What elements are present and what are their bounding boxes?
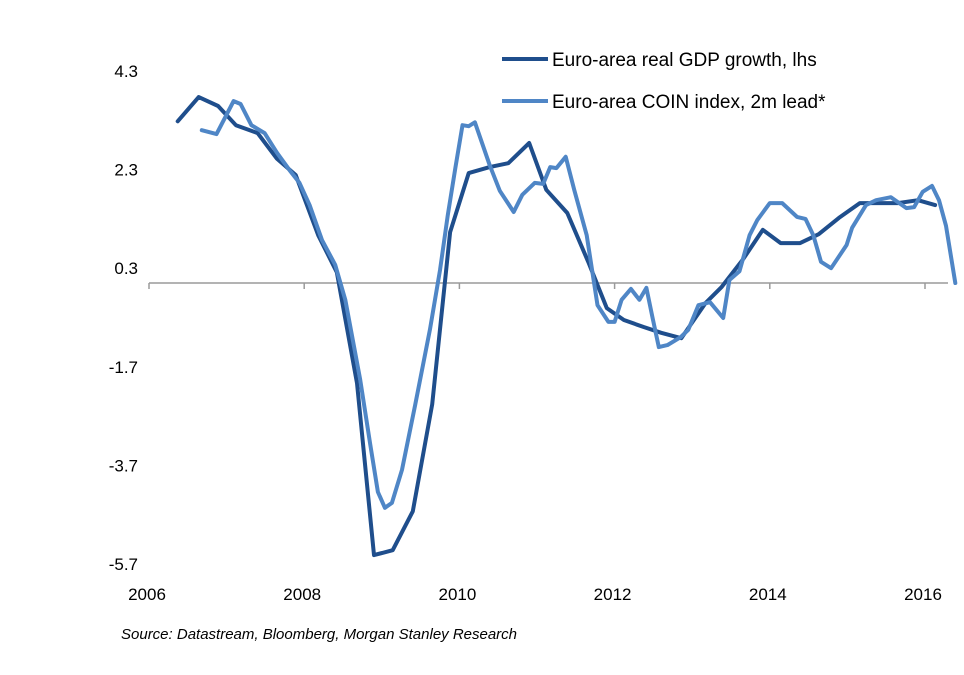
x-tick-label: 2016 (904, 585, 942, 604)
coin-index-line (199, 99, 958, 510)
x-tick-label: 2008 (283, 585, 321, 604)
y-tick-label: 2.3 (114, 161, 138, 180)
source-note: Source: Datastream, Bloomberg, Morgan St… (121, 626, 518, 643)
y-axis-tick-labels: 4.3 2.3 0.3 -1.7 -3.7 -5.7 (109, 62, 138, 574)
x-tick-label: 2014 (749, 585, 787, 604)
y-tick-label: -3.7 (109, 456, 138, 475)
legend-label: Euro-area COIN index, 2m lead* (552, 92, 826, 113)
x-tick-label: 2010 (438, 585, 476, 604)
legend: Euro-area real GDP growth, lhs Euro-area … (502, 50, 826, 113)
y-tick-label: -1.7 (109, 358, 138, 377)
y-tick-label: 4.3 (114, 62, 138, 81)
x-axis (148, 282, 948, 289)
x-tick-label: 2012 (594, 585, 632, 604)
x-tick-label: 2006 (128, 585, 166, 604)
series-lines (175, 95, 958, 558)
x-axis-tick-labels: 2006 2008 2010 2012 2014 2016 (128, 585, 942, 604)
y-tick-label: -5.7 (109, 555, 138, 574)
y-tick-label: 0.3 (114, 259, 138, 278)
legend-label: Euro-area real GDP growth, lhs (552, 50, 817, 71)
gdp-growth-line (175, 95, 938, 558)
